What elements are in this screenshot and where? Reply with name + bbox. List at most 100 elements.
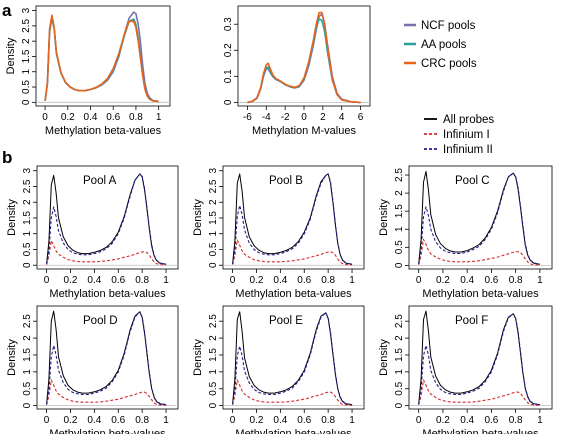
series-line-infinium-i [418,238,540,266]
plot-frame [237,5,371,107]
x-tick-label: 0.2 [250,415,264,426]
series-line-crc-pools [247,11,361,104]
series-line-infinium-ii [232,312,353,406]
y-axis-label: Density [6,339,18,376]
x-axis-label: Methylation beta-values [49,428,166,434]
x-tick-label: 0.6 [484,415,498,426]
x-tick-label: 0.4 [84,112,98,123]
series-line-ncf-pools [44,11,159,103]
y-tick-label: 0.3 [223,17,234,31]
series-line-crc-pools [44,14,159,103]
y-axis-label: Density [5,37,17,74]
plot-frame [408,305,553,410]
x-axis-label: Methylation beta-values [422,428,539,434]
x-axis-label: Methylation beta-values [235,428,352,434]
x-tick-label: 0.4 [460,415,474,426]
x-tick-label: 4 [339,112,345,123]
x-tick-label: 0.6 [106,112,120,123]
series-line-infinium-ii [46,173,167,265]
series-line-all-probes [232,311,353,406]
x-tick-label: 0.6 [484,275,498,286]
x-tick-label: 0.2 [436,275,450,286]
x-tick-label: 0.4 [273,415,287,426]
x-tick-label: 0 [416,275,422,286]
y-tick-label: 0 [208,402,219,408]
panel-label-b: b [2,148,12,167]
y-tick-label: 3 [21,7,32,13]
y-tick-label: 2.5 [394,314,405,328]
y-tick-label: 2.5 [22,179,33,193]
y-tick-label: 1.5 [22,348,33,362]
x-axis-label: Methylation beta-values [49,288,166,300]
series-line-infinium-i [418,379,540,406]
series-line-infinium-ii [232,173,353,265]
x-tick-label: 0.8 [135,275,149,286]
x-tick-label: 1 [349,415,355,426]
series-line-all-probes [418,310,540,406]
x-tick-label: 0.2 [436,415,450,426]
y-tick-label: 0.1 [223,69,234,83]
x-tick-label: -6 [243,112,252,123]
y-tick-label: 2.5 [21,18,32,32]
x-tick-label: 0.6 [111,275,125,286]
x-tick-label: 0.6 [297,275,311,286]
y-tick-label: 2 [22,335,33,341]
plot-title: Pool E [269,315,303,327]
x-tick-label: 0.8 [135,415,149,426]
series-line-infinium-ii [418,172,541,265]
legend-label: CRC pools [421,58,477,70]
panel-label-a: a [2,1,12,20]
series-line-ncf-pools [247,13,361,104]
y-tick-label: 0 [223,99,234,105]
y-axis-label: Density [6,199,18,236]
x-tick-label: 0.8 [129,112,143,123]
y-tick-label: 1 [208,231,219,237]
y-tick-label: 0 [22,262,33,268]
b-pool-f-chart: 0 0.2 0.4 0.6 0.8 1 0 0.5 1 1.5 2 2.5 Methylation be… [378,305,553,434]
y-tick-label: 1.5 [394,204,405,218]
y-tick-label: 0.5 [208,381,219,395]
x-tick-label: 1 [163,415,169,426]
plot-frame [408,165,553,270]
legend-label: All probes [443,114,494,126]
y-tick-label: 2 [22,199,33,205]
plot-frame [36,165,179,270]
x-tick-label: 0.8 [509,415,523,426]
plot-title: Pool C [455,175,490,187]
plot-title: Pool A [83,175,117,187]
y-tick-label: 2.5 [208,179,219,193]
y-tick-label: 2 [208,335,219,341]
x-tick-label: 1 [537,415,543,426]
x-tick-label: 0.8 [321,415,335,426]
series-line-infinium-i [232,379,353,406]
x-tick-label: 0.8 [509,275,523,286]
y-tick-label: 2.5 [394,168,405,182]
y-axis-label: Density [192,339,204,376]
x-tick-label: 0 [230,275,236,286]
y-tick-label: 0 [21,99,32,105]
plot-frame [222,165,365,270]
y-tick-label: 0 [394,262,405,268]
x-axis-label: Methylation beta-values [235,288,352,300]
x-tick-label: 0.2 [61,112,75,123]
series-line-aa-pools [44,15,159,103]
x-tick-label: 0.4 [87,275,101,286]
plot-frame [35,5,171,107]
plot-title: Pool B [269,175,303,187]
series-line-infinium-ii [418,313,540,406]
y-tick-label: 1 [394,226,405,232]
y-tick-label: 1.5 [394,348,405,362]
x-tick-label: 0 [44,275,50,286]
series-line-infinium-i [232,239,353,266]
x-tick-label: 0.2 [250,275,264,286]
b-pool-b-chart: 0 0.2 0.4 0.6 0.8 1 0 0.5 1 1.5 2 2.5 3 Methylation b… [192,165,365,300]
x-tick-label: -4 [262,112,271,123]
x-tick-label: 1 [349,275,355,286]
y-tick-label: 0 [22,402,33,408]
y-tick-label: 1.5 [21,49,32,63]
x-tick-label: 0.6 [111,415,125,426]
legend-label: AA pools [421,39,467,51]
series-line-all-probes [418,170,540,265]
x-axis-label: Methylation M-values [252,125,356,137]
x-tick-label: 0.4 [87,415,101,426]
